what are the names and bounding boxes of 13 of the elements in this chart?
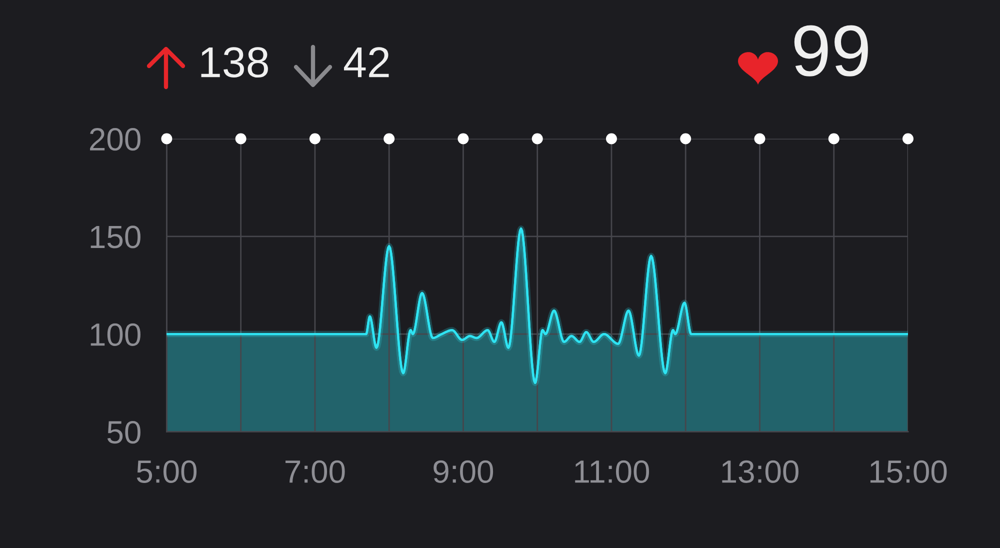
- text: 42: [344, 47, 389, 78]
- x-tick-label: 15:00: [870, 460, 947, 483]
- y-tick-label: 150: [90, 226, 140, 248]
- x-tick-label: 11:00: [575, 460, 650, 483]
- x-tick-label: 5:00: [136, 460, 197, 483]
- y-tick-label: 200: [90, 128, 140, 151]
- x-tick-label: 9:00: [434, 460, 494, 483]
- y-tick-label: 50: [107, 420, 140, 444]
- x-tick-label: 7:00: [286, 460, 345, 483]
- text: 99: [794, 25, 868, 76]
- x-tick-label: 13:00: [722, 460, 798, 483]
- text: 138: [201, 47, 268, 78]
- y-tick-label: 100: [90, 323, 140, 346]
